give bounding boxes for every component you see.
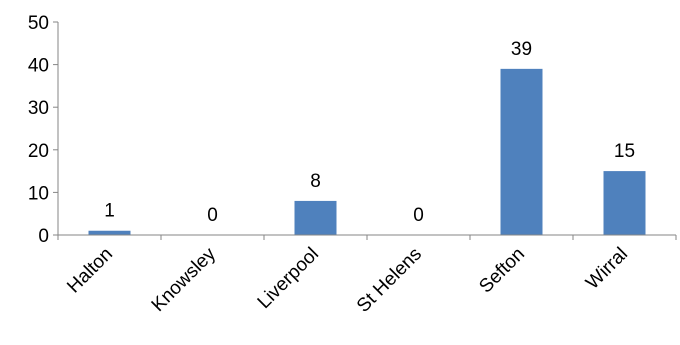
data-label: 0	[207, 205, 218, 226]
data-label: 39	[511, 39, 532, 60]
category-labels: Halton Knowsley Liverpool St Helens Sefton Wi…	[63, 243, 632, 316]
category-label: Sefton	[475, 244, 529, 298]
data-label: 15	[614, 141, 635, 162]
y-tick-label: 20	[28, 141, 49, 162]
data-label: 0	[413, 205, 424, 226]
bar-sefton	[500, 68, 543, 235]
category-label: Halton	[63, 244, 117, 298]
data-labels: 1 0 8 0 39 15	[104, 39, 635, 226]
bar-halton	[88, 230, 131, 235]
bar-liverpool	[294, 200, 337, 235]
bar-wirral	[603, 171, 646, 235]
y-tick-label: 0	[38, 226, 49, 247]
data-label: 8	[310, 171, 321, 192]
y-tick-label: 50	[28, 13, 49, 34]
category-label: Knowsley	[148, 243, 221, 316]
y-tick-label: 40	[28, 56, 49, 77]
category-label: St Helens	[353, 244, 426, 317]
bars	[88, 68, 646, 235]
x-axis	[57, 234, 677, 240]
data-label: 1	[104, 201, 115, 222]
category-label: Liverpool	[254, 244, 323, 313]
category-label: Wirral	[582, 244, 632, 294]
y-tick-label: 30	[28, 98, 49, 119]
y-axis: 0 10 20 30 40 50	[28, 13, 59, 247]
y-tick-label: 10	[28, 183, 49, 204]
